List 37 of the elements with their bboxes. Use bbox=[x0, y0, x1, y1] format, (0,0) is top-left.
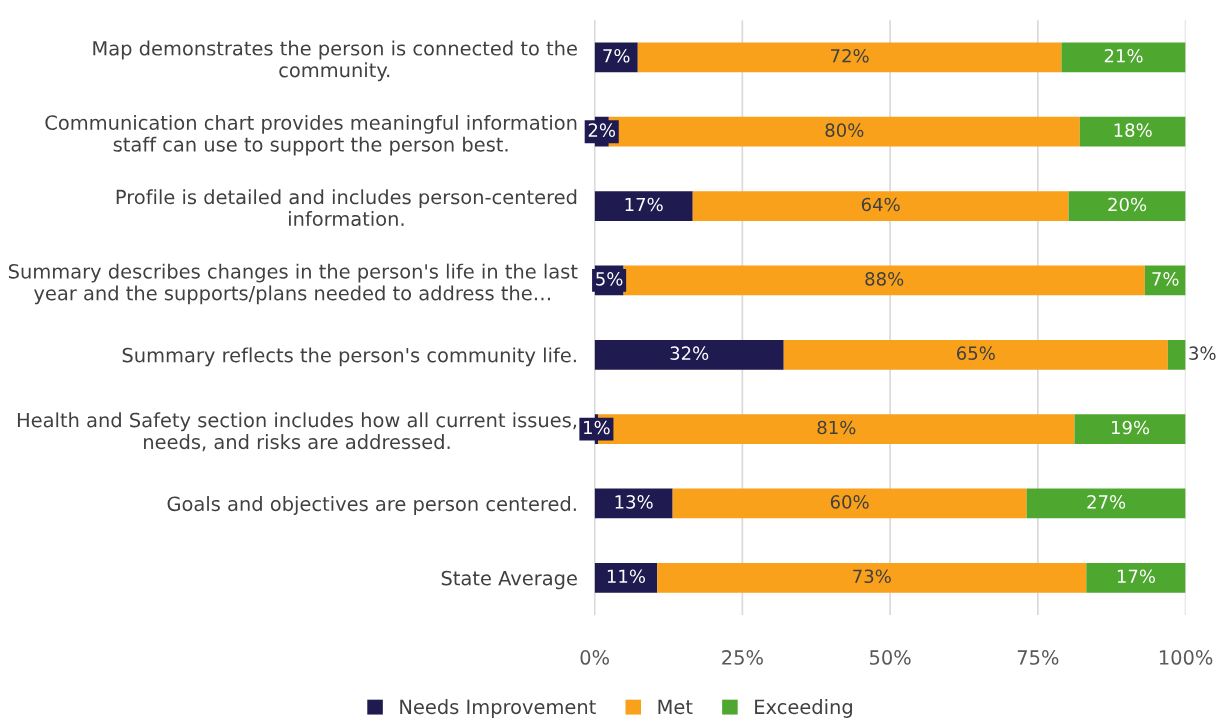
data-label: 60% bbox=[830, 495, 869, 509]
data-label: 18% bbox=[1114, 123, 1152, 137]
y-tick-label: Summary reflects the person's community life. bbox=[122, 347, 576, 367]
x-tick-label: 75% bbox=[1017, 650, 1059, 665]
y-tick-label: Health and Safety section includes how all current issues, needs, and risks are addressed. bbox=[17, 412, 577, 452]
data-label: 21% bbox=[1104, 48, 1143, 63]
data-label: 19% bbox=[1111, 420, 1150, 435]
data-label: 72% bbox=[831, 48, 869, 63]
data-label: 65% bbox=[956, 346, 995, 361]
x-tick-label: 50% bbox=[870, 650, 911, 665]
data-label: 13% bbox=[615, 495, 653, 509]
legend-label: Met bbox=[658, 699, 693, 715]
y-tick-label: Map demonstrates the person is connected to the community. bbox=[93, 40, 577, 82]
data-label: 3% bbox=[1189, 346, 1216, 361]
x-tick-label: 0% bbox=[580, 650, 609, 665]
y-tick-label: Goals and objectives are person centered. bbox=[167, 496, 576, 515]
data-label: 11% bbox=[607, 569, 646, 584]
data-label: 17% bbox=[1117, 569, 1156, 584]
data-label: 7% bbox=[1152, 272, 1179, 286]
data-label: 32% bbox=[670, 346, 709, 361]
data-label: 7% bbox=[603, 48, 630, 63]
x-tick-label: 100% bbox=[1159, 650, 1213, 665]
legend-label: Needs Improvement bbox=[400, 699, 596, 718]
y-tick-label: Communication chart provides meaningful information staff can use to support the person best. bbox=[45, 114, 577, 156]
y-tick-label: Summary describes changes in the person's life in the last year and the supports/plans needed to address the… bbox=[8, 263, 578, 305]
y-tick-label: State Average bbox=[441, 570, 577, 590]
data-label: 81% bbox=[817, 420, 856, 435]
legend-label: Exceeding bbox=[755, 699, 852, 718]
x-tick-label: 25% bbox=[722, 650, 763, 665]
data-label: 88% bbox=[865, 272, 904, 286]
data-label: 20% bbox=[1108, 197, 1147, 212]
data-label: 80% bbox=[825, 123, 864, 137]
y-tick-label: Profile is detailed and includes person-centered information. bbox=[116, 189, 577, 227]
data-label: 27% bbox=[1087, 495, 1126, 509]
data-label: 73% bbox=[853, 569, 891, 584]
data-label: 64% bbox=[861, 197, 900, 212]
data-label: 17% bbox=[625, 197, 663, 212]
